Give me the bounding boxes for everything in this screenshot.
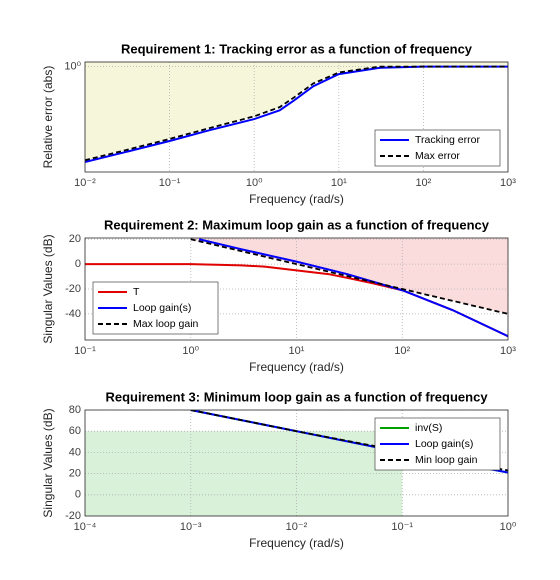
y-tick-label: 20 bbox=[69, 233, 81, 245]
line bbox=[85, 65, 508, 163]
axes-frame bbox=[84, 61, 509, 173]
axes-frame bbox=[84, 409, 509, 517]
plot-area bbox=[85, 238, 508, 340]
legend: inv(S) Loop gain(s) Min loop gain bbox=[374, 417, 501, 471]
x-tick-label: 10⁻¹ bbox=[159, 177, 181, 189]
chart-title: Requirement 1: Tracking error as a funct… bbox=[121, 41, 473, 56]
x-axis-label: Frequency (rad/s) bbox=[249, 192, 344, 206]
y-tick-label: -40 bbox=[65, 308, 81, 320]
legend-label: Tracking error bbox=[415, 134, 480, 146]
x-tick-label: 10¹ bbox=[289, 345, 305, 357]
legend-label: inv(S) bbox=[415, 422, 442, 434]
shaded-region bbox=[85, 431, 403, 516]
x-tick-label: 10³ bbox=[500, 177, 516, 189]
y-tick-label: 80 bbox=[69, 404, 81, 416]
x-tick-label: 10⁻³ bbox=[180, 521, 202, 533]
x-tick-label: 10⁻⁴ bbox=[74, 521, 97, 533]
y-tick-label: 40 bbox=[69, 446, 81, 458]
legend-label: Loop gain(s) bbox=[133, 302, 191, 314]
legend-label: T bbox=[133, 286, 140, 298]
line bbox=[190, 410, 508, 472]
x-tick-label: 10⁰ bbox=[246, 177, 263, 189]
x-tick-label: 10⁰ bbox=[182, 345, 199, 357]
line bbox=[85, 65, 508, 162]
legend-box bbox=[374, 129, 501, 167]
chart-title: Requirement 3: Minimum loop gain as a fu… bbox=[105, 389, 488, 404]
y-tick-label: 20 bbox=[69, 468, 81, 480]
y-tick-label: -20 bbox=[65, 283, 81, 295]
axes-frame bbox=[84, 237, 509, 341]
chart-title: Requirement 2: Maximum loop gain as a fu… bbox=[104, 217, 490, 232]
x-axis-label: Frequency (rad/s) bbox=[249, 536, 344, 550]
x-tick-label: 10¹ bbox=[331, 177, 347, 189]
y-tick-label: 0 bbox=[75, 489, 81, 501]
line bbox=[190, 238, 508, 315]
y-axis-label: Relative error (abs) bbox=[41, 66, 55, 169]
legend: T Loop gain(s) Max loop gain bbox=[92, 281, 219, 335]
legend: Tracking error Max error bbox=[374, 129, 501, 167]
x-axis-label: Frequency (rad/s) bbox=[249, 360, 344, 374]
y-axis-label: Singular Values (dB) bbox=[41, 408, 55, 517]
x-tick-label: 10⁰ bbox=[500, 521, 517, 533]
x-tick-label: 10⁻¹ bbox=[74, 345, 96, 357]
y-axis-label: Singular Values (dB) bbox=[41, 234, 55, 343]
x-tick-label: 10⁻² bbox=[286, 521, 308, 533]
x-tick-label: 10³ bbox=[500, 345, 516, 357]
legend-label: Max error bbox=[415, 150, 460, 162]
x-tick-label: 10² bbox=[394, 345, 410, 357]
legend-label: Min loop gain bbox=[415, 454, 478, 466]
legend-label: Loop gain(s) bbox=[415, 438, 473, 450]
plot-area bbox=[85, 62, 508, 172]
legend-label: Max loop gain bbox=[133, 318, 199, 330]
shaded-region bbox=[85, 62, 508, 161]
y-tick-label: 60 bbox=[69, 425, 81, 437]
y-tick-label: -20 bbox=[65, 510, 81, 522]
y-tick-label: 10⁰ bbox=[64, 61, 81, 73]
y-tick-label: 0 bbox=[75, 258, 81, 270]
line bbox=[198, 238, 508, 338]
x-tick-label: 10⁻² bbox=[74, 177, 96, 189]
x-tick-label: 10⁻¹ bbox=[391, 521, 413, 533]
plot-area bbox=[85, 410, 508, 516]
x-tick-label: 10² bbox=[415, 177, 431, 189]
